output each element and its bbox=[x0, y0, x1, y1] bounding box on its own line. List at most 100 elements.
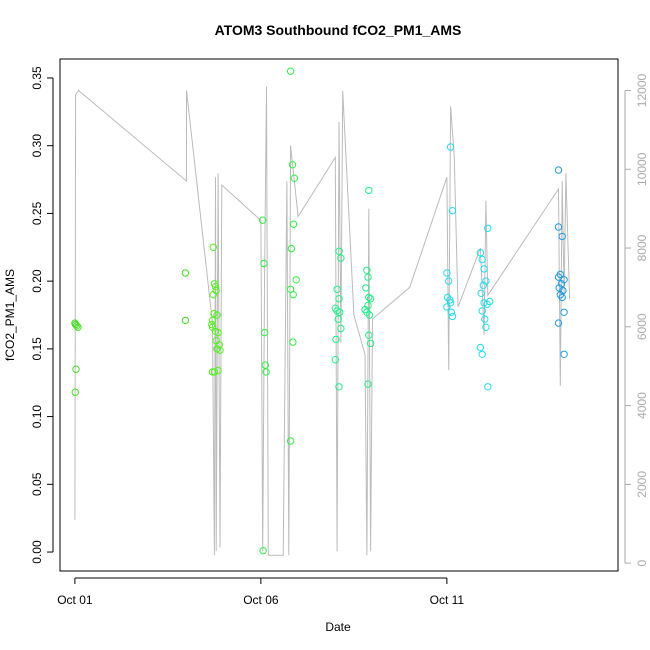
y2-tick-label: 4000 bbox=[635, 392, 649, 419]
data-point bbox=[365, 293, 373, 302]
data-point bbox=[286, 437, 295, 445]
data-point bbox=[260, 259, 268, 268]
data-point bbox=[481, 315, 489, 323]
y-tick-label: 0.00 bbox=[30, 540, 44, 564]
data-point bbox=[364, 273, 372, 281]
data-point bbox=[479, 281, 487, 289]
data-point bbox=[260, 328, 269, 337]
y2-tick-label: 0 bbox=[635, 559, 649, 566]
data-point bbox=[558, 293, 566, 302]
data-point bbox=[289, 220, 298, 228]
y-tick-label: 0.30 bbox=[30, 134, 44, 158]
data-point bbox=[259, 547, 267, 555]
data-point bbox=[443, 269, 451, 277]
data-point bbox=[331, 356, 339, 364]
data-point bbox=[287, 244, 296, 253]
data-point bbox=[214, 328, 222, 337]
data-point bbox=[365, 186, 373, 195]
data-point bbox=[477, 289, 485, 297]
data-point bbox=[286, 67, 295, 75]
data-point bbox=[290, 174, 299, 182]
altitude-trace-line bbox=[74, 86, 571, 556]
data-point bbox=[560, 350, 568, 358]
data-point bbox=[210, 368, 219, 376]
data-point bbox=[337, 254, 345, 262]
data-point bbox=[446, 299, 455, 307]
data-point bbox=[262, 368, 270, 376]
data-point bbox=[211, 282, 220, 291]
data-point bbox=[447, 308, 455, 316]
data-point bbox=[334, 315, 342, 323]
data-point bbox=[560, 276, 568, 284]
data-point bbox=[554, 319, 563, 327]
data-point bbox=[484, 224, 492, 233]
plot-frame bbox=[59, 58, 619, 572]
data-point bbox=[486, 297, 494, 306]
data-point bbox=[288, 161, 297, 169]
data-point bbox=[335, 383, 343, 391]
data-point bbox=[181, 269, 190, 277]
data-point bbox=[216, 346, 224, 354]
data-point bbox=[214, 366, 222, 375]
data-point bbox=[478, 307, 486, 315]
y2-tick-label: 8000 bbox=[635, 234, 649, 261]
y-tick-label: 0.15 bbox=[30, 337, 44, 361]
data-point bbox=[478, 350, 486, 358]
y-tick-label: 0.25 bbox=[30, 201, 44, 225]
data-point bbox=[366, 339, 375, 348]
x-axis-title: Date bbox=[325, 620, 351, 634]
x-tick-label: Oct 11 bbox=[430, 593, 465, 607]
data-point bbox=[365, 331, 373, 339]
data-point bbox=[336, 308, 344, 316]
data-point bbox=[209, 291, 218, 299]
y-axis-title: fCO2_PM1_AMS bbox=[3, 269, 17, 361]
data-point bbox=[448, 207, 457, 215]
y2-tick-label: 2000 bbox=[635, 471, 649, 498]
altitude-trace-layer bbox=[74, 86, 571, 556]
y-axis-right: 0 2000 4000 6000 8000 10000 12000 bbox=[624, 73, 649, 566]
data-point bbox=[476, 343, 485, 352]
data-point bbox=[72, 365, 80, 373]
y-axis-left: 0.00 0.05 0.10 0.15 0.20 0.25 0.30 0.35 bbox=[30, 66, 54, 564]
data-point bbox=[289, 291, 297, 299]
data-point bbox=[478, 255, 486, 264]
data-point bbox=[484, 383, 492, 391]
y-tick-label: 0.05 bbox=[30, 472, 44, 496]
data-point bbox=[292, 276, 300, 284]
data-point bbox=[554, 223, 563, 231]
data-point bbox=[560, 308, 568, 316]
data-point bbox=[476, 249, 485, 257]
data-point bbox=[335, 295, 343, 303]
y-tick-label: 0.20 bbox=[30, 269, 44, 293]
data-point bbox=[558, 232, 566, 241]
data-point bbox=[365, 311, 374, 319]
data-point bbox=[482, 277, 490, 285]
data-point bbox=[332, 335, 340, 344]
data-point bbox=[259, 216, 267, 224]
data-point bbox=[366, 295, 375, 303]
x-tick-label: Oct 01 bbox=[57, 593, 93, 607]
data-point bbox=[445, 277, 453, 285]
data-point bbox=[208, 368, 217, 376]
data-point bbox=[557, 280, 566, 288]
data-point bbox=[289, 338, 297, 346]
data-point bbox=[213, 311, 221, 319]
data-point bbox=[363, 266, 371, 274]
data-point bbox=[337, 324, 345, 333]
data-point bbox=[482, 323, 490, 331]
data-point bbox=[215, 341, 223, 349]
data-point bbox=[335, 247, 343, 256]
data-point bbox=[74, 323, 82, 331]
y2-tick-label: 10000 bbox=[635, 152, 649, 186]
y2-tick-label: 12000 bbox=[635, 73, 649, 107]
y-tick-label: 0.10 bbox=[30, 405, 44, 429]
data-point bbox=[71, 388, 80, 396]
data-point bbox=[554, 166, 563, 174]
y2-tick-label: 6000 bbox=[635, 313, 649, 340]
data-point bbox=[181, 316, 190, 325]
data-point bbox=[73, 322, 81, 330]
data-points-layer bbox=[71, 67, 568, 555]
x-tick-label: Oct 06 bbox=[243, 593, 279, 607]
y-tick-label: 0.35 bbox=[30, 66, 44, 90]
